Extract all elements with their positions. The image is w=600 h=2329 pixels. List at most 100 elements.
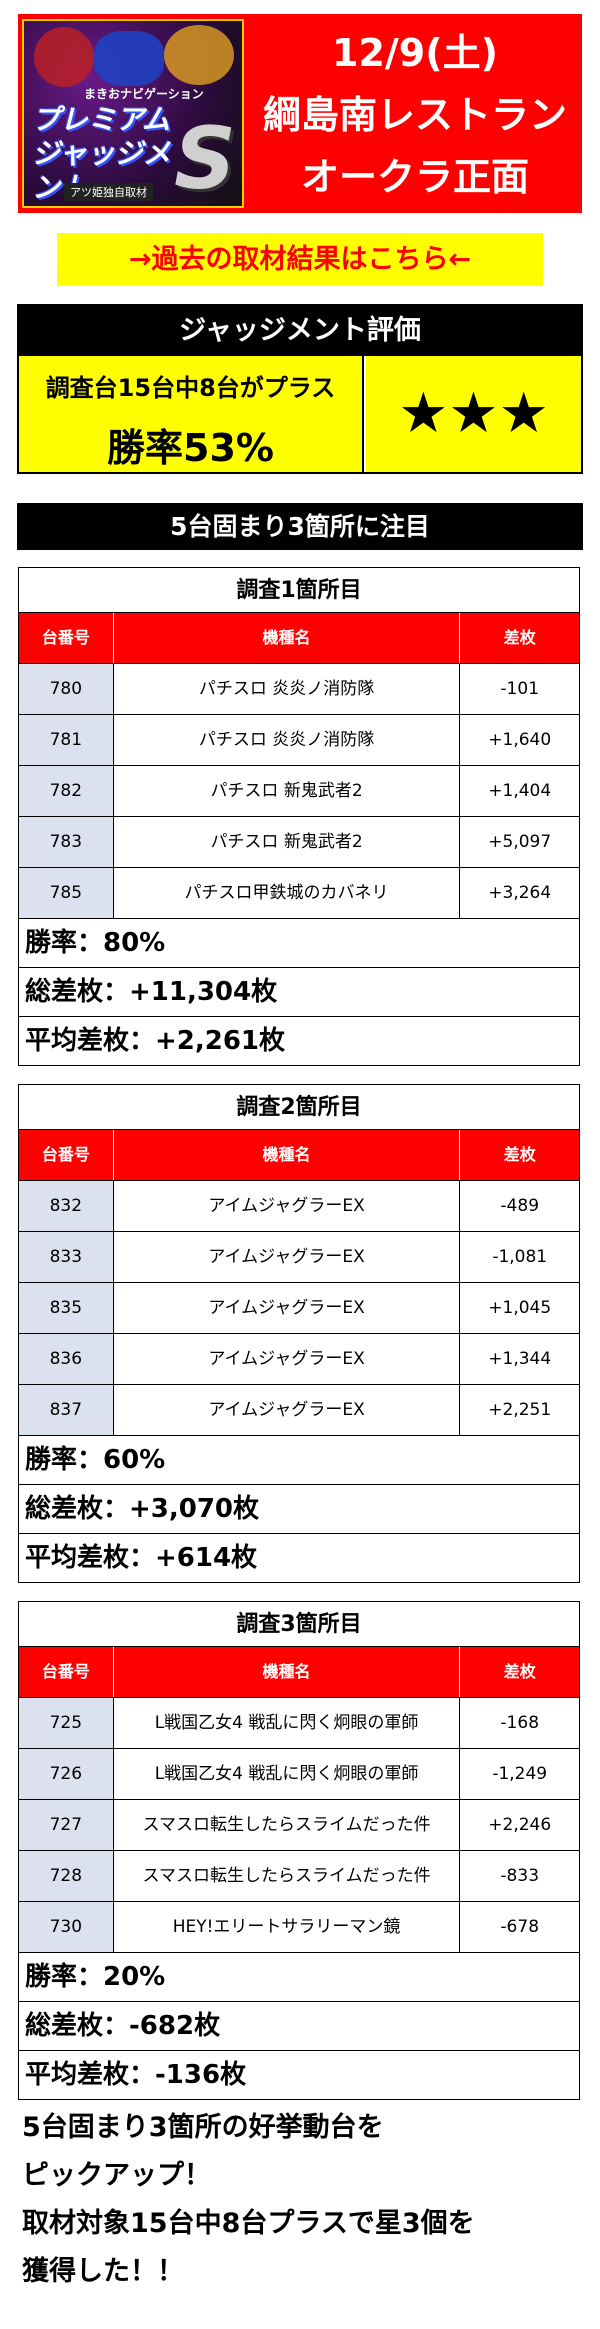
coin-diff: +1,045 bbox=[488, 1298, 552, 1318]
coin-diff: -1,249 bbox=[492, 1764, 548, 1784]
average-diff: 平均差枚：+2,261枚 bbox=[19, 1016, 579, 1065]
logo-top-text: まきおナビゲーション bbox=[84, 87, 204, 101]
table-header: 台番号 機種名 差枚 bbox=[19, 1130, 579, 1180]
column-diff: 差枚 bbox=[503, 1145, 536, 1164]
column-number: 台番号 bbox=[19, 613, 114, 663]
machine-number: 730 bbox=[19, 1902, 114, 1952]
machine-number: 782 bbox=[19, 766, 114, 816]
table-row: 730 HEY!エリートサラリーマン鏡 -678 bbox=[19, 1901, 579, 1952]
column-machine: 機種名 bbox=[114, 1130, 461, 1180]
machine-number: 836 bbox=[19, 1334, 114, 1384]
coin-diff: +5,097 bbox=[488, 832, 552, 852]
machine-name: アイムジャグラーEX bbox=[114, 1283, 461, 1333]
win-rate: 勝率：80% bbox=[19, 918, 579, 967]
header-text: 12/9(土) 綱島南レストラン オークラ正面 bbox=[250, 22, 580, 208]
table-row: 837 アイムジャグラーEX +2,251 bbox=[19, 1384, 579, 1435]
total-diff: 総差枚：+11,304枚 bbox=[19, 967, 579, 1016]
win-rate: 勝率：20% bbox=[19, 1952, 579, 2001]
coin-diff: +2,246 bbox=[488, 1815, 552, 1835]
coin-diff: +2,251 bbox=[488, 1400, 552, 1420]
machine-name: アイムジャグラーEX bbox=[114, 1334, 461, 1384]
coin-diff: +1,344 bbox=[488, 1349, 552, 1369]
survey-title: 調査3箇所目 bbox=[19, 1602, 579, 1647]
column-machine: 機種名 bbox=[114, 613, 461, 663]
win-rate: 勝率：60% bbox=[19, 1435, 579, 1484]
coin-diff: -489 bbox=[500, 1196, 540, 1216]
logo-title: プレミアム ジャッジメント bbox=[32, 103, 192, 205]
table-row: 726 L戦国乙女4 戦乱に閃く炯眼の軍師 -1,249 bbox=[19, 1748, 579, 1799]
machine-number: 726 bbox=[19, 1749, 114, 1799]
survey-title: 調査1箇所目 bbox=[19, 568, 579, 613]
table-row: 785 パチスロ甲鉄城のカバネリ +3,264 bbox=[19, 867, 579, 918]
machine-number: 727 bbox=[19, 1800, 114, 1850]
machine-number: 785 bbox=[19, 868, 114, 918]
table-row: 727 スマスロ転生したらスライムだった件 +2,246 bbox=[19, 1799, 579, 1850]
machine-name: L戦国乙女4 戦乱に閃く炯眼の軍師 bbox=[114, 1698, 461, 1748]
summary-line: ピックアップ！ bbox=[22, 2160, 211, 2191]
machine-number: 725 bbox=[19, 1698, 114, 1748]
machine-number: 837 bbox=[19, 1385, 114, 1435]
evaluation-summary: 調査台15台中8台がプラス 勝率53% bbox=[19, 356, 364, 472]
machine-name: スマスロ転生したらスライムだった件 bbox=[114, 1800, 461, 1850]
machine-name: アイムジャグラーEX bbox=[114, 1181, 461, 1231]
coin-diff: +1,404 bbox=[488, 781, 552, 801]
column-number: 台番号 bbox=[19, 1130, 114, 1180]
column-diff: 差枚 bbox=[503, 628, 536, 647]
table-row: 728 スマスロ転生したらスライムだった件 -833 bbox=[19, 1850, 579, 1901]
machine-name: スマスロ転生したらスライムだった件 bbox=[114, 1851, 461, 1901]
machine-number: 783 bbox=[19, 817, 114, 867]
summary-line: 5台固まり3箇所の好挙動台を bbox=[22, 2112, 384, 2143]
average-diff: 平均差枚：-136枚 bbox=[19, 2050, 579, 2099]
table-row: 783 パチスロ 新鬼武者2 +5,097 bbox=[19, 816, 579, 867]
table-row: 780 パチスロ 炎炎ノ消防隊 -101 bbox=[19, 663, 579, 714]
machine-name: パチスロ 新鬼武者2 bbox=[114, 817, 461, 867]
machine-number: 832 bbox=[19, 1181, 114, 1231]
total-diff: 総差枚：+3,070枚 bbox=[19, 1484, 579, 1533]
table-header: 台番号 機種名 差枚 bbox=[19, 1647, 579, 1697]
table-row: 833 アイムジャグラーEX -1,081 bbox=[19, 1231, 579, 1282]
coin-diff: -833 bbox=[500, 1866, 540, 1886]
machine-name: L戦国乙女4 戦乱に閃く炯眼の軍師 bbox=[114, 1749, 461, 1799]
coin-diff: +1,640 bbox=[488, 730, 552, 750]
survey-table-1: 調査1箇所目 台番号 機種名 差枚 780 パチスロ 炎炎ノ消防隊 -101 7… bbox=[18, 567, 580, 1066]
machine-name: パチスロ 新鬼武者2 bbox=[114, 766, 461, 816]
section-title: 5台固まり3箇所に注目 bbox=[17, 503, 583, 550]
column-diff: 差枚 bbox=[503, 1662, 536, 1681]
machine-name: パチスロ 炎炎ノ消防隊 bbox=[114, 664, 461, 714]
judgment-evaluation-box: ジャッジメント評価 調査台15台中8台がプラス 勝率53% ★★★ bbox=[17, 304, 583, 474]
coin-diff: -101 bbox=[500, 679, 540, 699]
machine-number: 728 bbox=[19, 1851, 114, 1901]
header-banner: まきおナビゲーション プレミアム ジャッジメント S アツ姫独自取材 12/9(… bbox=[18, 14, 582, 213]
table-row: 725 L戦国乙女4 戦乱に閃く炯眼の軍師 -168 bbox=[19, 1697, 579, 1748]
table-row: 835 アイムジャグラーEX +1,045 bbox=[19, 1282, 579, 1333]
evaluation-win-rate: 勝率53% bbox=[107, 426, 274, 470]
summary-line: 取材対象15台中8台プラスで星3個を bbox=[22, 2208, 475, 2239]
total-diff: 総差枚：-682枚 bbox=[19, 2001, 579, 2050]
header-date: 12/9(土) bbox=[332, 31, 498, 75]
coin-diff: -168 bbox=[500, 1713, 540, 1733]
blue-demon-icon bbox=[94, 31, 164, 86]
table-row: 836 アイムジャグラーEX +1,344 bbox=[19, 1333, 579, 1384]
logo-title-line1: プレミアム bbox=[32, 103, 171, 136]
survey-table-3: 調査3箇所目 台番号 機種名 差枚 725 L戦国乙女4 戦乱に閃く炯眼の軍師 … bbox=[18, 1601, 580, 2100]
survey-table-2: 調査2箇所目 台番号 機種名 差枚 832 アイムジャグラーEX -489 83… bbox=[18, 1084, 580, 1583]
machine-number: 835 bbox=[19, 1283, 114, 1333]
logo-subtitle: アツ姫独自取材 bbox=[64, 183, 153, 201]
table-row: 782 パチスロ 新鬼武者2 +1,404 bbox=[19, 765, 579, 816]
logo-s-mark: S bbox=[174, 109, 236, 208]
evaluation-plus-count: 調査台15台中8台がプラス bbox=[45, 374, 336, 402]
table-row: 832 アイムジャグラーEX -489 bbox=[19, 1180, 579, 1231]
machine-name: HEY!エリートサラリーマン鏡 bbox=[114, 1902, 461, 1952]
machine-name: パチスロ甲鉄城のカバネリ bbox=[114, 868, 461, 918]
column-machine: 機種名 bbox=[114, 1647, 461, 1697]
machine-number: 780 bbox=[19, 664, 114, 714]
table-header: 台番号 機種名 差枚 bbox=[19, 613, 579, 663]
machine-number: 833 bbox=[19, 1232, 114, 1282]
premium-judgment-logo: まきおナビゲーション プレミアム ジャッジメント S アツ姫独自取材 bbox=[22, 19, 244, 208]
past-results-link[interactable]: →過去の取材結果はこちら← bbox=[57, 233, 543, 286]
machine-name: アイムジャグラーEX bbox=[114, 1232, 461, 1282]
summary-text: 5台固まり3箇所の好挙動台を ピックアップ！ 取材対象15台中8台プラスで星3個… bbox=[22, 2104, 582, 2296]
star-rating: ★★★ bbox=[366, 356, 581, 472]
machine-number: 781 bbox=[19, 715, 114, 765]
evaluation-heading: ジャッジメント評価 bbox=[19, 306, 581, 356]
